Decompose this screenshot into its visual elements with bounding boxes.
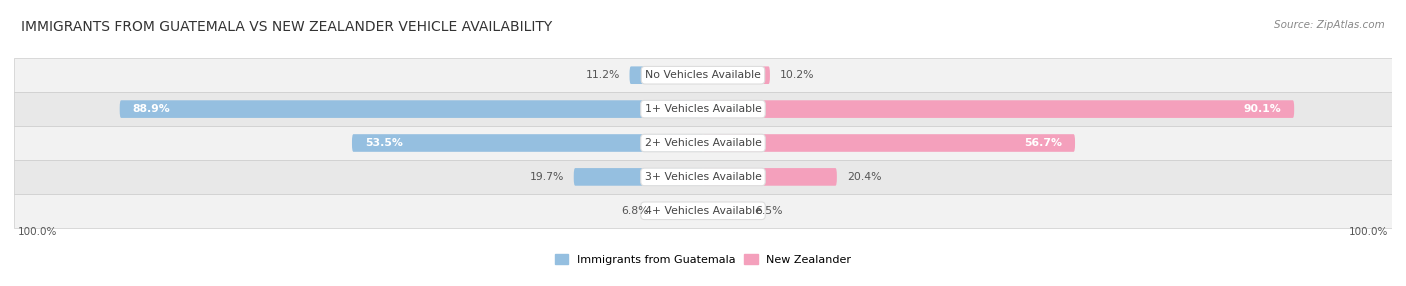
FancyBboxPatch shape (703, 100, 1294, 118)
Text: 20.4%: 20.4% (846, 172, 882, 182)
FancyBboxPatch shape (14, 194, 1392, 228)
FancyBboxPatch shape (703, 168, 837, 186)
Text: IMMIGRANTS FROM GUATEMALA VS NEW ZEALANDER VEHICLE AVAILABILITY: IMMIGRANTS FROM GUATEMALA VS NEW ZEALAND… (21, 20, 553, 34)
Text: 6.8%: 6.8% (621, 206, 648, 216)
Text: Source: ZipAtlas.com: Source: ZipAtlas.com (1274, 20, 1385, 30)
Text: 19.7%: 19.7% (530, 172, 564, 182)
Text: 100.0%: 100.0% (17, 227, 56, 237)
Text: 56.7%: 56.7% (1024, 138, 1062, 148)
FancyBboxPatch shape (14, 126, 1392, 160)
FancyBboxPatch shape (14, 160, 1392, 194)
FancyBboxPatch shape (658, 202, 703, 220)
FancyBboxPatch shape (703, 134, 1076, 152)
Text: 10.2%: 10.2% (780, 70, 814, 80)
FancyBboxPatch shape (703, 202, 745, 220)
Legend: Immigrants from Guatemala, New Zealander: Immigrants from Guatemala, New Zealander (550, 250, 856, 269)
Text: 4+ Vehicles Available: 4+ Vehicles Available (644, 206, 762, 216)
FancyBboxPatch shape (120, 100, 703, 118)
Text: 3+ Vehicles Available: 3+ Vehicles Available (644, 172, 762, 182)
FancyBboxPatch shape (630, 66, 703, 84)
FancyBboxPatch shape (574, 168, 703, 186)
FancyBboxPatch shape (14, 92, 1392, 126)
Text: 11.2%: 11.2% (585, 70, 620, 80)
Text: 1+ Vehicles Available: 1+ Vehicles Available (644, 104, 762, 114)
FancyBboxPatch shape (703, 66, 770, 84)
FancyBboxPatch shape (352, 134, 703, 152)
FancyBboxPatch shape (14, 58, 1392, 92)
Text: 90.1%: 90.1% (1243, 104, 1281, 114)
Text: 2+ Vehicles Available: 2+ Vehicles Available (644, 138, 762, 148)
Text: No Vehicles Available: No Vehicles Available (645, 70, 761, 80)
Text: 100.0%: 100.0% (1350, 227, 1389, 237)
Text: 6.5%: 6.5% (755, 206, 783, 216)
Text: 53.5%: 53.5% (366, 138, 404, 148)
Text: 88.9%: 88.9% (132, 104, 170, 114)
